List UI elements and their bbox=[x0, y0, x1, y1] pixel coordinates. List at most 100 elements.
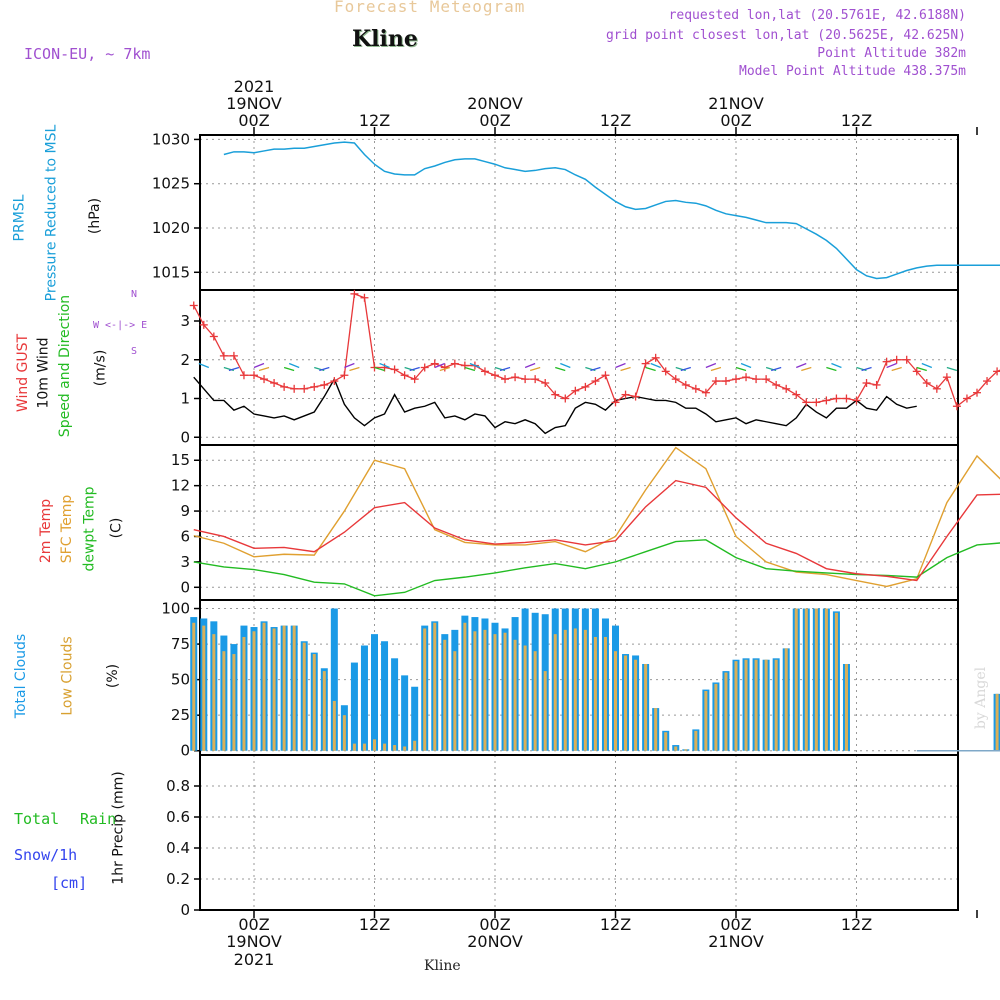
wind-direction-arrow bbox=[374, 366, 385, 372]
bottom-time-year: 2021 bbox=[234, 950, 275, 969]
top-time-hour: 00Z bbox=[720, 111, 751, 130]
low-cloud-bar bbox=[493, 634, 497, 751]
compass-we: W <-|-> E bbox=[93, 320, 148, 331]
wind-direction-arrow bbox=[891, 366, 902, 372]
low-cloud-bar bbox=[624, 655, 628, 751]
low-cloud-bar bbox=[342, 715, 346, 751]
panel-frame bbox=[199, 754, 959, 911]
low-cloud-bar bbox=[593, 636, 597, 751]
wind-direction-arrow bbox=[464, 366, 476, 372]
low-cloud-bar bbox=[844, 663, 848, 751]
y-tick-label: 2 bbox=[180, 351, 190, 369]
low-cloud-bar bbox=[403, 746, 407, 751]
low-cloud-bar bbox=[824, 608, 828, 751]
wind-direction-arrow bbox=[434, 362, 445, 369]
low-cloud-bar bbox=[373, 739, 376, 751]
wind10m-line bbox=[193, 376, 917, 435]
low-cloud-bar bbox=[232, 654, 236, 751]
low-cloud-bar bbox=[302, 642, 306, 751]
y-tick-label: 9 bbox=[180, 502, 190, 520]
low-cloud-bar bbox=[834, 612, 838, 751]
wind-direction-arrow bbox=[645, 366, 656, 372]
low-cloud-bar bbox=[463, 622, 467, 751]
top-time-date: 21NOV bbox=[708, 94, 764, 113]
low-cloud-bar bbox=[634, 659, 638, 751]
wind-direction-arrow bbox=[439, 366, 450, 372]
total-cloud-bar bbox=[360, 645, 368, 751]
top-time-date: 19NOV bbox=[226, 94, 282, 113]
y-tick-label: 6 bbox=[180, 527, 190, 545]
wind-direction-arrow bbox=[771, 366, 782, 372]
low-cloud-bar bbox=[553, 634, 557, 751]
low-cloud-bar bbox=[202, 625, 206, 751]
y-tick-label: 100 bbox=[161, 600, 190, 618]
requested-coords: requested lon,lat (20.5761E, 42.6188N) bbox=[668, 8, 966, 23]
y-tick-label: 0.6 bbox=[166, 808, 190, 826]
y-tick-label: 0 bbox=[180, 428, 190, 446]
low-cloud-bar bbox=[794, 608, 798, 751]
wind-direction-arrow bbox=[228, 366, 240, 372]
low-cloud-bar bbox=[614, 651, 617, 751]
low-cloud-bar bbox=[513, 639, 517, 751]
wind-direction-arrow bbox=[921, 362, 933, 369]
wind-direction-arrow bbox=[530, 366, 541, 372]
wind-direction-arrow bbox=[916, 366, 927, 372]
y-tick-label: 0 bbox=[180, 742, 190, 760]
wind-direction-arrow bbox=[796, 362, 807, 369]
panel-frame bbox=[199, 444, 959, 601]
low-cloud-bar bbox=[483, 629, 487, 751]
wind-direction-arrow bbox=[886, 362, 897, 369]
bottom-time-hour: 00Z bbox=[238, 915, 269, 934]
bottom-time-hour: 12Z bbox=[359, 915, 390, 934]
low-cloud-bar bbox=[312, 654, 316, 751]
wind-direction-arrow bbox=[469, 362, 481, 369]
low-cloud-bar bbox=[252, 631, 256, 751]
low-cloud-bar bbox=[814, 608, 818, 751]
low-cloud-bar bbox=[383, 743, 387, 751]
y-tick-label: 0.8 bbox=[166, 777, 190, 795]
wind-direction-arrow bbox=[615, 362, 626, 369]
low-cloud-bar bbox=[563, 629, 567, 751]
low-cloud-bar bbox=[583, 629, 587, 751]
t2m-temp-line bbox=[193, 479, 1000, 582]
precip-rain-label: Rain bbox=[80, 810, 117, 828]
top-time-hour: 12Z bbox=[359, 111, 390, 130]
low-cloud-bar bbox=[503, 632, 507, 751]
point-altitude: Point Altitude 382m bbox=[817, 46, 966, 61]
low-cloud-bar bbox=[242, 636, 246, 751]
precip-cm-label: [cm] bbox=[51, 874, 88, 892]
low-cloud-bar bbox=[523, 645, 527, 751]
wind-direction-arrow bbox=[740, 362, 752, 369]
sfc-temp-line bbox=[193, 446, 1000, 588]
total-cloud-bar bbox=[350, 662, 358, 751]
wind-direction-arrow bbox=[344, 362, 355, 369]
low-cloud-bar bbox=[704, 691, 708, 751]
low-cloud-bar bbox=[413, 740, 417, 751]
y-tick-label: 3 bbox=[180, 553, 190, 571]
y-tick-label: 25 bbox=[171, 706, 190, 724]
low-cloud-bar bbox=[654, 708, 658, 751]
low-cloud-bar bbox=[734, 661, 738, 751]
wind-direction-arrow bbox=[198, 362, 210, 369]
y-tick-label: 0.4 bbox=[166, 839, 190, 857]
low-cloud-bar bbox=[433, 622, 437, 751]
y-tick-label: 1025 bbox=[152, 175, 190, 193]
total-cloud-bar bbox=[371, 634, 378, 751]
total-cloud-bar bbox=[411, 686, 419, 751]
low-cloud-bar bbox=[754, 659, 758, 751]
wind-direction-arrow bbox=[735, 366, 747, 372]
low-cloud-bar bbox=[292, 625, 296, 751]
panel-frame bbox=[199, 134, 959, 291]
top-time-year: 2021 bbox=[234, 77, 275, 96]
top-time-date: 20NOV bbox=[467, 94, 523, 113]
footer-location: Kline bbox=[424, 958, 461, 974]
bottom-time-date: 20NOV bbox=[467, 932, 523, 951]
low-cloud-bar bbox=[573, 628, 577, 751]
wind-direction-arrow bbox=[650, 362, 661, 369]
model-altitude: Model Point Altitude 438.375m bbox=[739, 64, 966, 79]
y-tick-label: 12 bbox=[171, 477, 190, 495]
low-cloud-bar bbox=[664, 732, 668, 751]
precip-snow-label: Snow/1h bbox=[14, 846, 78, 864]
